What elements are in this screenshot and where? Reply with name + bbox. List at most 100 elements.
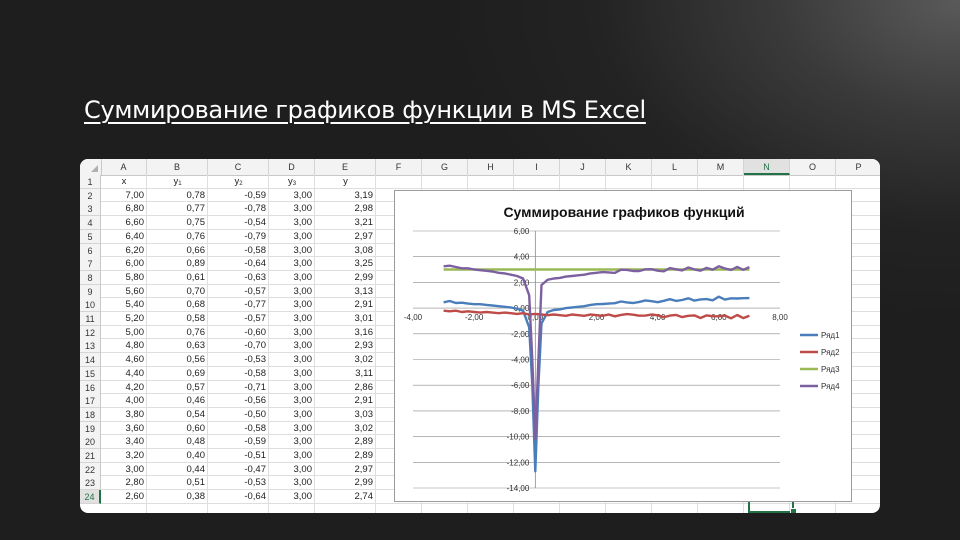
cell-d21[interactable]: 3,00 bbox=[293, 450, 313, 461]
cell-a17[interactable]: 4,00 bbox=[125, 395, 145, 407]
row-header-10[interactable]: 10 bbox=[80, 298, 101, 313]
cell-d2[interactable]: 3,00 bbox=[293, 189, 313, 201]
column-header-a[interactable]: A bbox=[101, 159, 147, 175]
cell-b6[interactable]: 0,66 bbox=[186, 244, 206, 256]
cell-e16[interactable]: 2,86 bbox=[354, 381, 374, 393]
row-header-24[interactable]: 24 bbox=[80, 490, 101, 505]
row-header-17[interactable]: 17 bbox=[80, 394, 101, 409]
cell-b13[interactable]: 0,63 bbox=[186, 340, 206, 352]
cell-b22[interactable]: 0,44 bbox=[186, 463, 206, 475]
cell-e12[interactable]: 3,16 bbox=[354, 326, 374, 338]
cell-b8[interactable]: 0,61 bbox=[186, 271, 206, 283]
cell-e18[interactable]: 3,03 bbox=[354, 408, 374, 420]
cell-e19[interactable]: 3,02 bbox=[354, 422, 374, 434]
cell-c23[interactable]: -0,53 bbox=[244, 477, 266, 489]
row-header-3[interactable]: 3 bbox=[80, 202, 101, 217]
row-header-16[interactable]: 16 bbox=[80, 380, 101, 395]
cell-c22[interactable]: -0,47 bbox=[244, 463, 266, 475]
cell-e4[interactable]: 3,21 bbox=[354, 217, 374, 229]
cell-e7[interactable]: 3,25 bbox=[354, 258, 374, 270]
cell-d12[interactable]: 3,00 bbox=[293, 326, 313, 338]
row-header-20[interactable]: 20 bbox=[80, 435, 101, 450]
cell-e5[interactable]: 2,97 bbox=[354, 230, 374, 242]
cell-d15[interactable]: 3,00 bbox=[293, 367, 313, 379]
row-header-2[interactable]: 2 bbox=[80, 188, 101, 203]
row-header-5[interactable]: 5 bbox=[80, 229, 101, 244]
cell-c7[interactable]: -0,64 bbox=[244, 258, 266, 270]
cell-d10[interactable]: 3,00 bbox=[293, 299, 313, 311]
cell-b10[interactable]: 0,68 bbox=[186, 299, 206, 311]
cell-c5[interactable]: -0,79 bbox=[244, 230, 266, 242]
row-header-8[interactable]: 8 bbox=[80, 270, 101, 285]
cell-e21[interactable]: 2,89 bbox=[354, 450, 374, 461]
column-header-f[interactable]: F bbox=[376, 159, 422, 175]
cell-b12[interactable]: 0,76 bbox=[186, 326, 206, 338]
cell-d24[interactable]: 3,00 bbox=[293, 491, 313, 503]
cell-a4[interactable]: 6,60 bbox=[125, 217, 145, 229]
cell-d20[interactable]: 3,00 bbox=[293, 436, 313, 448]
cell-a23[interactable]: 2,80 bbox=[125, 477, 145, 489]
column-header-p[interactable]: P bbox=[836, 159, 880, 175]
column-header-c[interactable]: C bbox=[208, 159, 269, 175]
cell-c9[interactable]: -0,57 bbox=[244, 285, 266, 297]
row-header-1[interactable]: 1 bbox=[80, 175, 101, 189]
select-all-corner[interactable] bbox=[80, 159, 102, 175]
cell-a12[interactable]: 5,00 bbox=[125, 326, 145, 338]
cell-a14[interactable]: 4,60 bbox=[125, 354, 145, 366]
row-header-12[interactable]: 12 bbox=[80, 325, 101, 340]
cell-c3[interactable]: -0,78 bbox=[244, 203, 266, 215]
cell-d1[interactable]: y3 bbox=[269, 175, 315, 189]
cell-d11[interactable]: 3,00 bbox=[293, 313, 313, 324]
cell-a16[interactable]: 4,20 bbox=[125, 381, 145, 393]
cell-e6[interactable]: 3,08 bbox=[354, 244, 374, 256]
cell-b4[interactable]: 0,75 bbox=[186, 217, 206, 229]
cell-a22[interactable]: 3,00 bbox=[125, 463, 145, 475]
cell-d19[interactable]: 3,00 bbox=[293, 422, 313, 434]
column-header-e[interactable]: E bbox=[315, 159, 376, 175]
cell-d3[interactable]: 3,00 bbox=[293, 203, 313, 215]
cell-c10[interactable]: -0,77 bbox=[244, 299, 266, 311]
cell-a9[interactable]: 5,60 bbox=[125, 285, 145, 297]
cell-d13[interactable]: 3,00 bbox=[293, 340, 313, 352]
row-header-6[interactable]: 6 bbox=[80, 243, 101, 258]
column-header-i[interactable]: I bbox=[514, 159, 560, 175]
cell-c21[interactable]: -0,51 bbox=[244, 450, 266, 461]
cell-c13[interactable]: -0,70 bbox=[244, 340, 266, 352]
cell-b2[interactable]: 0,78 bbox=[186, 189, 206, 201]
cell-a21[interactable]: 3,20 bbox=[125, 450, 145, 461]
row-header-11[interactable]: 11 bbox=[80, 312, 101, 326]
cell-a11[interactable]: 5,20 bbox=[125, 313, 145, 324]
cell-d22[interactable]: 3,00 bbox=[293, 463, 313, 475]
cell-e22[interactable]: 2,97 bbox=[354, 463, 374, 475]
cell-d9[interactable]: 3,00 bbox=[293, 285, 313, 297]
cell-b24[interactable]: 0,38 bbox=[186, 491, 206, 503]
cell-b18[interactable]: 0,54 bbox=[186, 408, 206, 420]
cell-e2[interactable]: 3,19 bbox=[354, 189, 374, 201]
cell-b19[interactable]: 0,60 bbox=[186, 422, 206, 434]
row-header-15[interactable]: 15 bbox=[80, 366, 101, 381]
cell-a18[interactable]: 3,80 bbox=[125, 408, 145, 420]
row-header-19[interactable]: 19 bbox=[80, 421, 101, 436]
cell-a20[interactable]: 3,40 bbox=[125, 436, 145, 448]
column-header-b[interactable]: B bbox=[147, 159, 208, 175]
cell-a2[interactable]: 7,00 bbox=[125, 189, 145, 201]
row-header-22[interactable]: 22 bbox=[80, 462, 101, 477]
column-header-o[interactable]: O bbox=[790, 159, 836, 175]
cell-b16[interactable]: 0,57 bbox=[186, 381, 206, 393]
cell-b17[interactable]: 0,46 bbox=[186, 395, 206, 407]
cell-b20[interactable]: 0,48 bbox=[186, 436, 206, 448]
cell-e3[interactable]: 2,98 bbox=[354, 203, 374, 215]
row-header-9[interactable]: 9 bbox=[80, 284, 101, 299]
cell-e1[interactable]: y bbox=[315, 175, 376, 189]
column-header-j[interactable]: J bbox=[560, 159, 606, 175]
cell-b7[interactable]: 0,89 bbox=[186, 258, 206, 270]
cell-a24[interactable]: 2,60 bbox=[125, 491, 145, 503]
cell-c20[interactable]: -0,59 bbox=[244, 436, 266, 448]
cell-a5[interactable]: 6,40 bbox=[125, 230, 145, 242]
cell-a8[interactable]: 5,80 bbox=[125, 271, 145, 283]
cell-a13[interactable]: 4,80 bbox=[125, 340, 145, 352]
column-header-m[interactable]: M bbox=[698, 159, 744, 175]
cell-b5[interactable]: 0,76 bbox=[186, 230, 206, 242]
cell-c15[interactable]: -0,58 bbox=[244, 367, 266, 379]
cell-d17[interactable]: 3,00 bbox=[293, 395, 313, 407]
